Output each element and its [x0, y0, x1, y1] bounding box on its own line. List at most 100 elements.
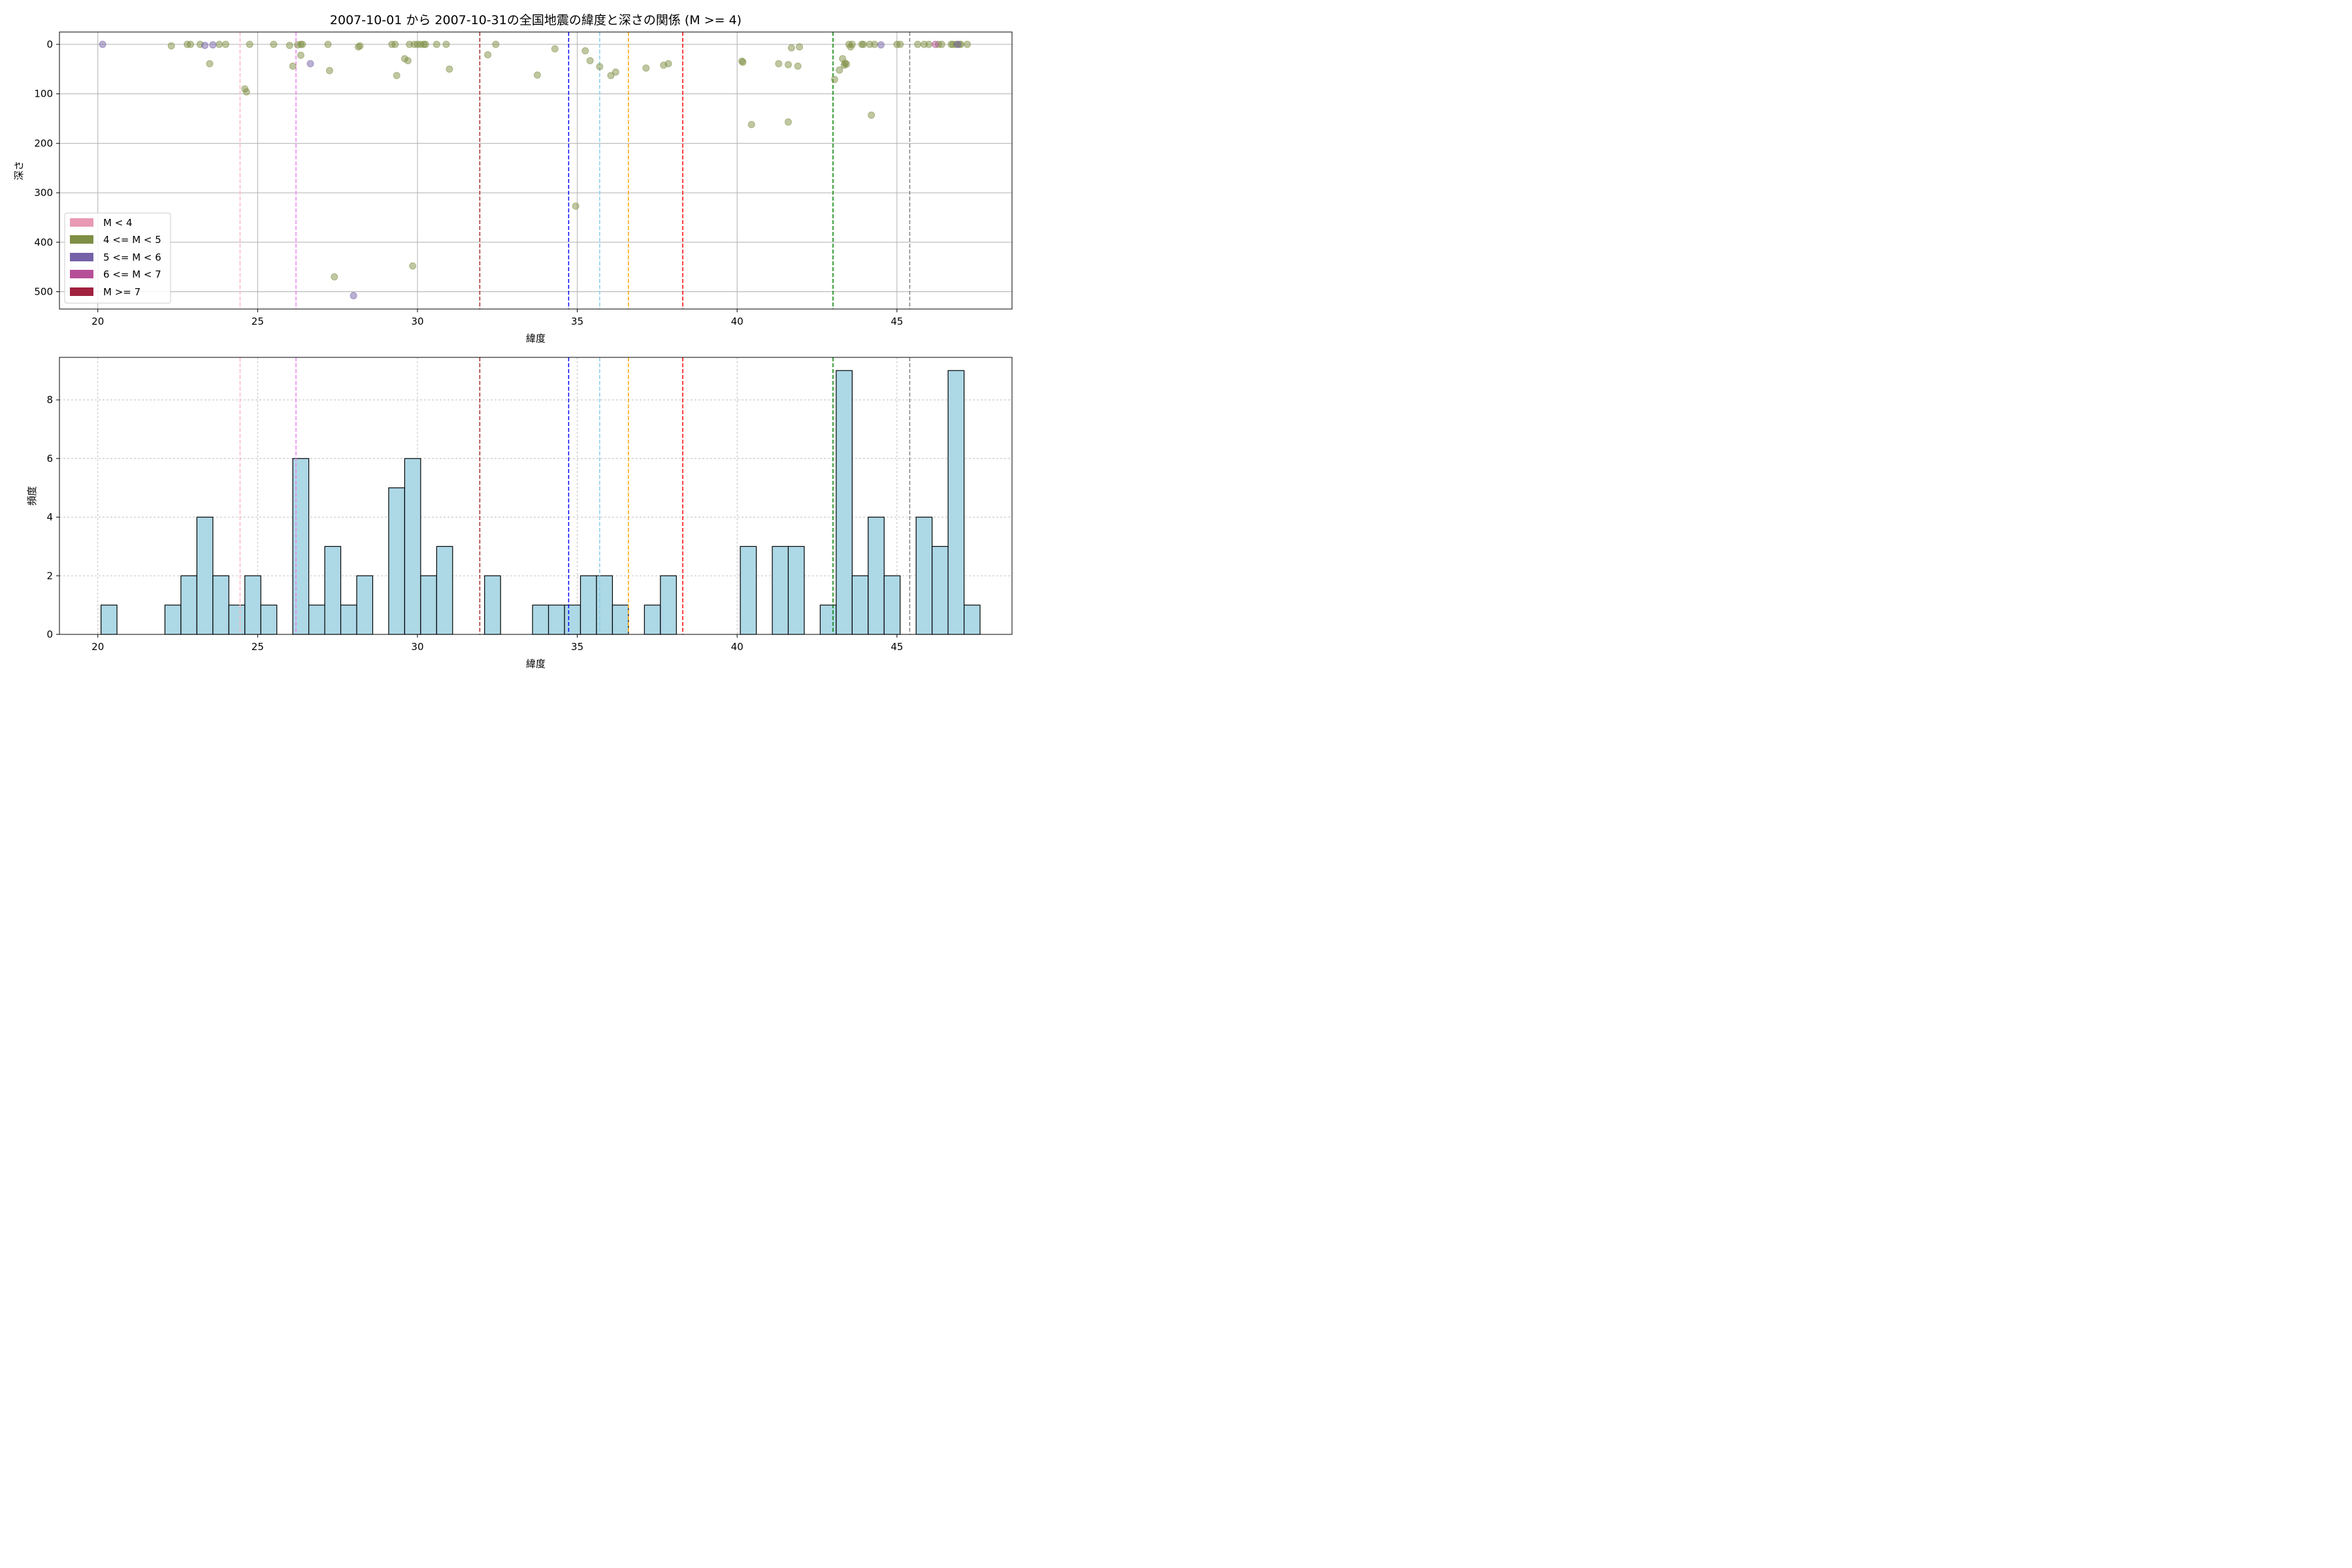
scatter-point	[331, 273, 338, 281]
histogram-bar	[532, 604, 549, 635]
histogram-x-ticks: 20 25 30 35 40 45	[91, 634, 903, 653]
scatter-point	[99, 41, 106, 48]
histogram-bar	[644, 604, 661, 635]
scatter-y-axis-label: 深さ	[13, 161, 25, 180]
legend-swatch-m-5-6	[70, 253, 93, 261]
histogram-y-tick-label: 0	[46, 629, 53, 640]
histogram-bar	[404, 458, 421, 635]
histogram-bar	[308, 604, 325, 635]
scatter-point	[794, 62, 802, 70]
scatter-point	[533, 71, 541, 79]
scatter-legend: M < 4 4 <= M < 5 5 <= M < 6 6 <= M < 7 M…	[64, 212, 171, 304]
scatter-point	[356, 42, 364, 50]
scatter-point	[859, 41, 867, 48]
histogram-x-tick-label: 35	[571, 641, 583, 653]
scatter-point	[187, 41, 195, 48]
scatter-point	[964, 41, 972, 48]
histogram-bar	[244, 575, 261, 635]
scatter-point	[664, 59, 672, 67]
scatter-point	[775, 59, 783, 67]
scatter-y-tick-label: 0	[46, 39, 53, 50]
scatter-points	[99, 41, 972, 300]
figure: 2007-10-01 から 2007-10-31の全国地震の緯度と深さの関係 (…	[13, 13, 1013, 670]
scatter-point	[446, 65, 453, 73]
scatter-x-axis-label: 緯度	[526, 333, 546, 344]
histogram-bar	[580, 575, 597, 635]
scatter-point	[167, 42, 175, 50]
histogram-y-tick-label: 2	[46, 570, 53, 581]
legend-label-m-6-7: 6 <= M < 7	[103, 269, 161, 280]
scatter-point	[836, 66, 843, 74]
scatter-point	[830, 76, 838, 84]
scatter-point	[572, 203, 580, 210]
scatter-y-tick-label: 500	[34, 286, 53, 298]
scatter-point	[877, 41, 885, 49]
histogram-bar	[324, 546, 342, 635]
scatter-point	[932, 41, 939, 48]
scatter-x-tick-label: 20	[91, 316, 104, 327]
histogram-x-tick-label: 45	[890, 641, 903, 653]
scatter-point	[848, 41, 856, 48]
scatter-y-ticks: 0 100 200 300 400 500	[34, 39, 59, 298]
scatter-x-ticks: 20 25 30 35 40 45	[91, 309, 903, 327]
scatter-point	[442, 41, 450, 48]
scatter-point	[391, 41, 399, 48]
histogram-bar	[180, 575, 197, 635]
histogram-bar	[196, 516, 214, 635]
scatter-point	[299, 41, 306, 48]
scatter-point	[785, 61, 792, 69]
histogram-bar	[356, 575, 374, 635]
scatter-point	[289, 62, 297, 70]
histogram-x-tick-label: 20	[91, 641, 104, 653]
scatter-x-tick-label: 45	[890, 316, 903, 327]
scatter-point	[925, 41, 933, 48]
scatter-point	[492, 41, 500, 48]
histogram-threshold-lines	[239, 357, 911, 634]
scatter-point	[421, 41, 429, 48]
histogram-bar	[547, 604, 565, 635]
scatter-y-tick-label: 100	[34, 88, 53, 100]
scatter-point	[843, 60, 851, 68]
scatter-point	[896, 41, 904, 48]
scatter-x-tick-label: 40	[731, 316, 743, 327]
scatter-point	[306, 59, 314, 67]
histogram-bar	[164, 604, 182, 635]
scatter-point	[393, 72, 400, 80]
scatter-point	[201, 41, 209, 49]
histogram-bar	[484, 575, 501, 635]
scatter-point	[433, 41, 440, 48]
legend-swatch-m-4-5	[70, 235, 93, 244]
histogram-x-tick-label: 40	[731, 641, 743, 653]
scatter-point	[551, 45, 559, 53]
histogram-bars	[101, 370, 981, 635]
legend-swatch-m-gte-7	[70, 287, 93, 296]
scatter-point	[484, 51, 492, 59]
scatter-threshold-lines	[239, 32, 911, 309]
histogram-plot-frame	[59, 357, 1013, 635]
histogram-bar	[740, 546, 757, 635]
histogram-bar	[915, 516, 933, 635]
scatter-point	[607, 72, 615, 80]
legend-label-m-gte-7: M >= 7	[103, 286, 140, 298]
scatter-point	[209, 41, 217, 49]
scatter-point	[206, 59, 214, 67]
histogram-bar	[883, 575, 901, 635]
histogram-bar	[772, 546, 789, 635]
scatter-x-tick-label: 25	[252, 316, 264, 327]
histogram-bar	[420, 575, 437, 635]
histogram-bar	[436, 546, 453, 635]
histogram-bar	[101, 604, 118, 635]
scatter-point	[642, 64, 650, 72]
scatter-plot-frame	[59, 31, 1013, 310]
scatter-point	[409, 262, 417, 270]
scatter-point	[216, 41, 223, 48]
scatter-y-tick-label: 400	[34, 237, 53, 248]
scatter-y-tick-label: 200	[34, 137, 53, 149]
histogram-bar	[660, 575, 677, 635]
histogram-bar	[947, 370, 965, 635]
histogram-bar	[851, 575, 869, 635]
scatter-y-tick-label: 300	[34, 187, 53, 199]
scatter-x-tick-label: 35	[571, 316, 583, 327]
scatter-point	[796, 43, 804, 51]
scatter-point	[871, 41, 879, 48]
